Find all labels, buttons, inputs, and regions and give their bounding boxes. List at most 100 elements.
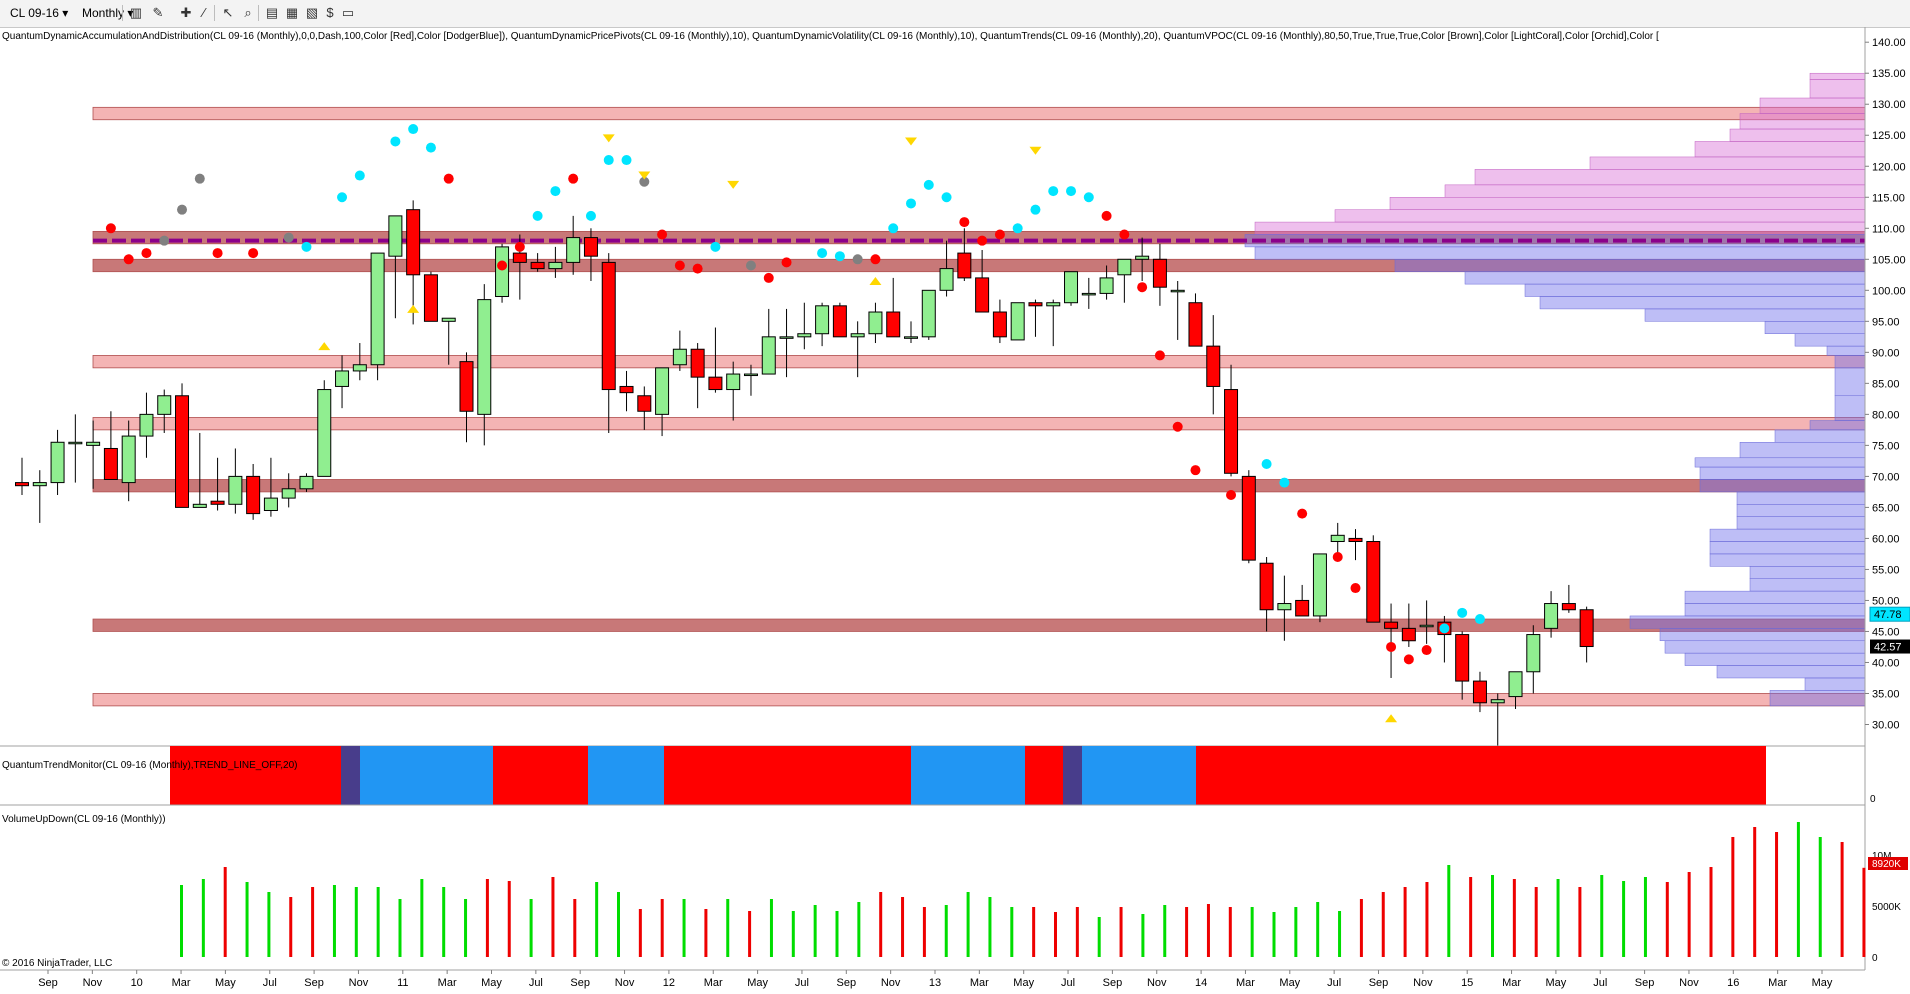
time-tick-label: 14	[1195, 977, 1207, 989]
candle-body	[583, 237, 598, 257]
pivot-dot	[1119, 229, 1130, 240]
candle-body	[957, 252, 972, 279]
bar-style-icon[interactable]: ▥	[129, 5, 143, 20]
price-tick-label: 40.00	[1872, 657, 1900, 669]
interval-label: Monthly	[82, 6, 125, 20]
candle	[352, 343, 367, 381]
volume-bar	[1097, 917, 1101, 957]
volume-tick-10m: 10M	[1872, 851, 1891, 862]
candle-body	[1188, 302, 1203, 347]
candle-body	[317, 389, 332, 477]
trend-segment	[911, 746, 1025, 805]
candle	[299, 473, 314, 492]
zoom-icon[interactable]: ⌕	[244, 5, 252, 20]
trend-triangle	[869, 277, 882, 286]
volume-bar	[1775, 832, 1779, 957]
volume-bar	[1119, 907, 1123, 957]
candle-body	[423, 274, 438, 322]
volume-bar	[857, 902, 861, 957]
volume-bar	[901, 897, 905, 957]
time-tick-label: Nov	[1679, 977, 1699, 989]
time-tick-label: May	[1546, 977, 1567, 989]
instrument-selector[interactable]: CL 09-16 ▾	[10, 6, 69, 20]
pivot-dot	[390, 136, 401, 147]
time-tick-label: Nov	[881, 977, 901, 989]
candle	[1224, 364, 1239, 477]
price-tick-label: 75.00	[1872, 440, 1900, 452]
volume-bar	[1556, 879, 1560, 957]
candle-body	[50, 441, 65, 484]
candle	[103, 411, 118, 480]
volume-bar	[1665, 882, 1669, 957]
trend-triangle	[1385, 714, 1398, 723]
time-tick-label: 11	[397, 977, 408, 989]
zone-band	[92, 618, 1866, 632]
candle-body	[1330, 534, 1345, 543]
candle-body	[1419, 624, 1434, 628]
candle	[992, 299, 1007, 344]
candle-body	[992, 311, 1007, 338]
data-box-icon[interactable]: $	[326, 5, 334, 20]
volume-bar	[1600, 875, 1604, 957]
pointer-icon[interactable]: ↖	[222, 5, 234, 20]
vpoc-profile-row	[1716, 665, 1866, 679]
strategies-icon[interactable]: ▦	[285, 5, 299, 20]
pivot-dot	[1137, 282, 1148, 293]
volume-bar	[1862, 867, 1866, 957]
candle	[86, 420, 101, 489]
candle-body	[726, 373, 741, 391]
candle-body	[1384, 621, 1399, 629]
chart-properties-icon[interactable]: ▤	[265, 5, 279, 20]
candle	[1419, 600, 1434, 644]
price-panel: QuantumDynamicAccumulationAndDistributio…	[2, 31, 1866, 750]
candle	[1508, 671, 1523, 709]
pivot-dot	[977, 235, 988, 246]
zone-band	[92, 417, 1866, 431]
pivot-dot	[177, 204, 188, 215]
candle-body	[975, 277, 990, 313]
candle-body	[672, 348, 687, 366]
pivot-dot	[301, 241, 312, 252]
time-tick-label: May	[481, 977, 502, 989]
vpoc-profile-row	[1694, 141, 1866, 158]
volume-bar	[1010, 907, 1014, 957]
draw-pencil-icon[interactable]: ✎	[152, 5, 164, 20]
pivot-dot	[1439, 623, 1450, 634]
candle	[228, 448, 243, 514]
volume-bar	[1818, 837, 1822, 957]
candle	[1455, 631, 1470, 700]
vpoc-profile-row	[1834, 355, 1866, 369]
last-price-tag	[1870, 639, 1910, 654]
pivot-dot	[674, 260, 685, 271]
pivot-dot	[141, 248, 152, 259]
interval-selector[interactable]: Monthly ▾	[82, 6, 134, 20]
templates-icon[interactable]: ▧	[305, 5, 319, 20]
vpoc-profile-row	[1589, 156, 1866, 170]
pivot-dot	[1297, 508, 1308, 519]
price-tick-label: 95.00	[1872, 316, 1900, 328]
candle	[601, 253, 616, 433]
time-tick-label: Jul	[795, 977, 809, 989]
trend-monitor-bars	[170, 746, 1766, 805]
volume-bar	[1075, 907, 1079, 957]
pivot-dot	[159, 235, 170, 246]
add-indicator-icon[interactable]: ✚	[180, 5, 192, 20]
upper-price-tag	[1869, 606, 1910, 622]
candle-body	[601, 261, 616, 391]
magic-wand-icon[interactable]: ⁄	[202, 5, 206, 20]
candle	[1135, 237, 1150, 282]
volume-bar	[1316, 902, 1320, 957]
chart-canvas[interactable]: QuantumDynamicAccumulationAndDistributio…	[0, 27, 1910, 994]
candle-body	[815, 305, 830, 335]
candle-body	[1117, 258, 1132, 276]
vpoc-profile-row	[1664, 640, 1866, 654]
price-panel-label: QuantumDynamicAccumulationAndDistributio…	[2, 31, 1659, 42]
pivot-dot	[550, 186, 561, 197]
candle	[1330, 522, 1345, 558]
candle-body	[157, 395, 172, 415]
volume-bar	[1359, 899, 1363, 957]
chart-trader-icon[interactable]: ▭	[341, 5, 355, 20]
candle-body	[655, 367, 670, 415]
vpoc-profile-row	[1804, 677, 1866, 691]
candle	[246, 463, 261, 520]
